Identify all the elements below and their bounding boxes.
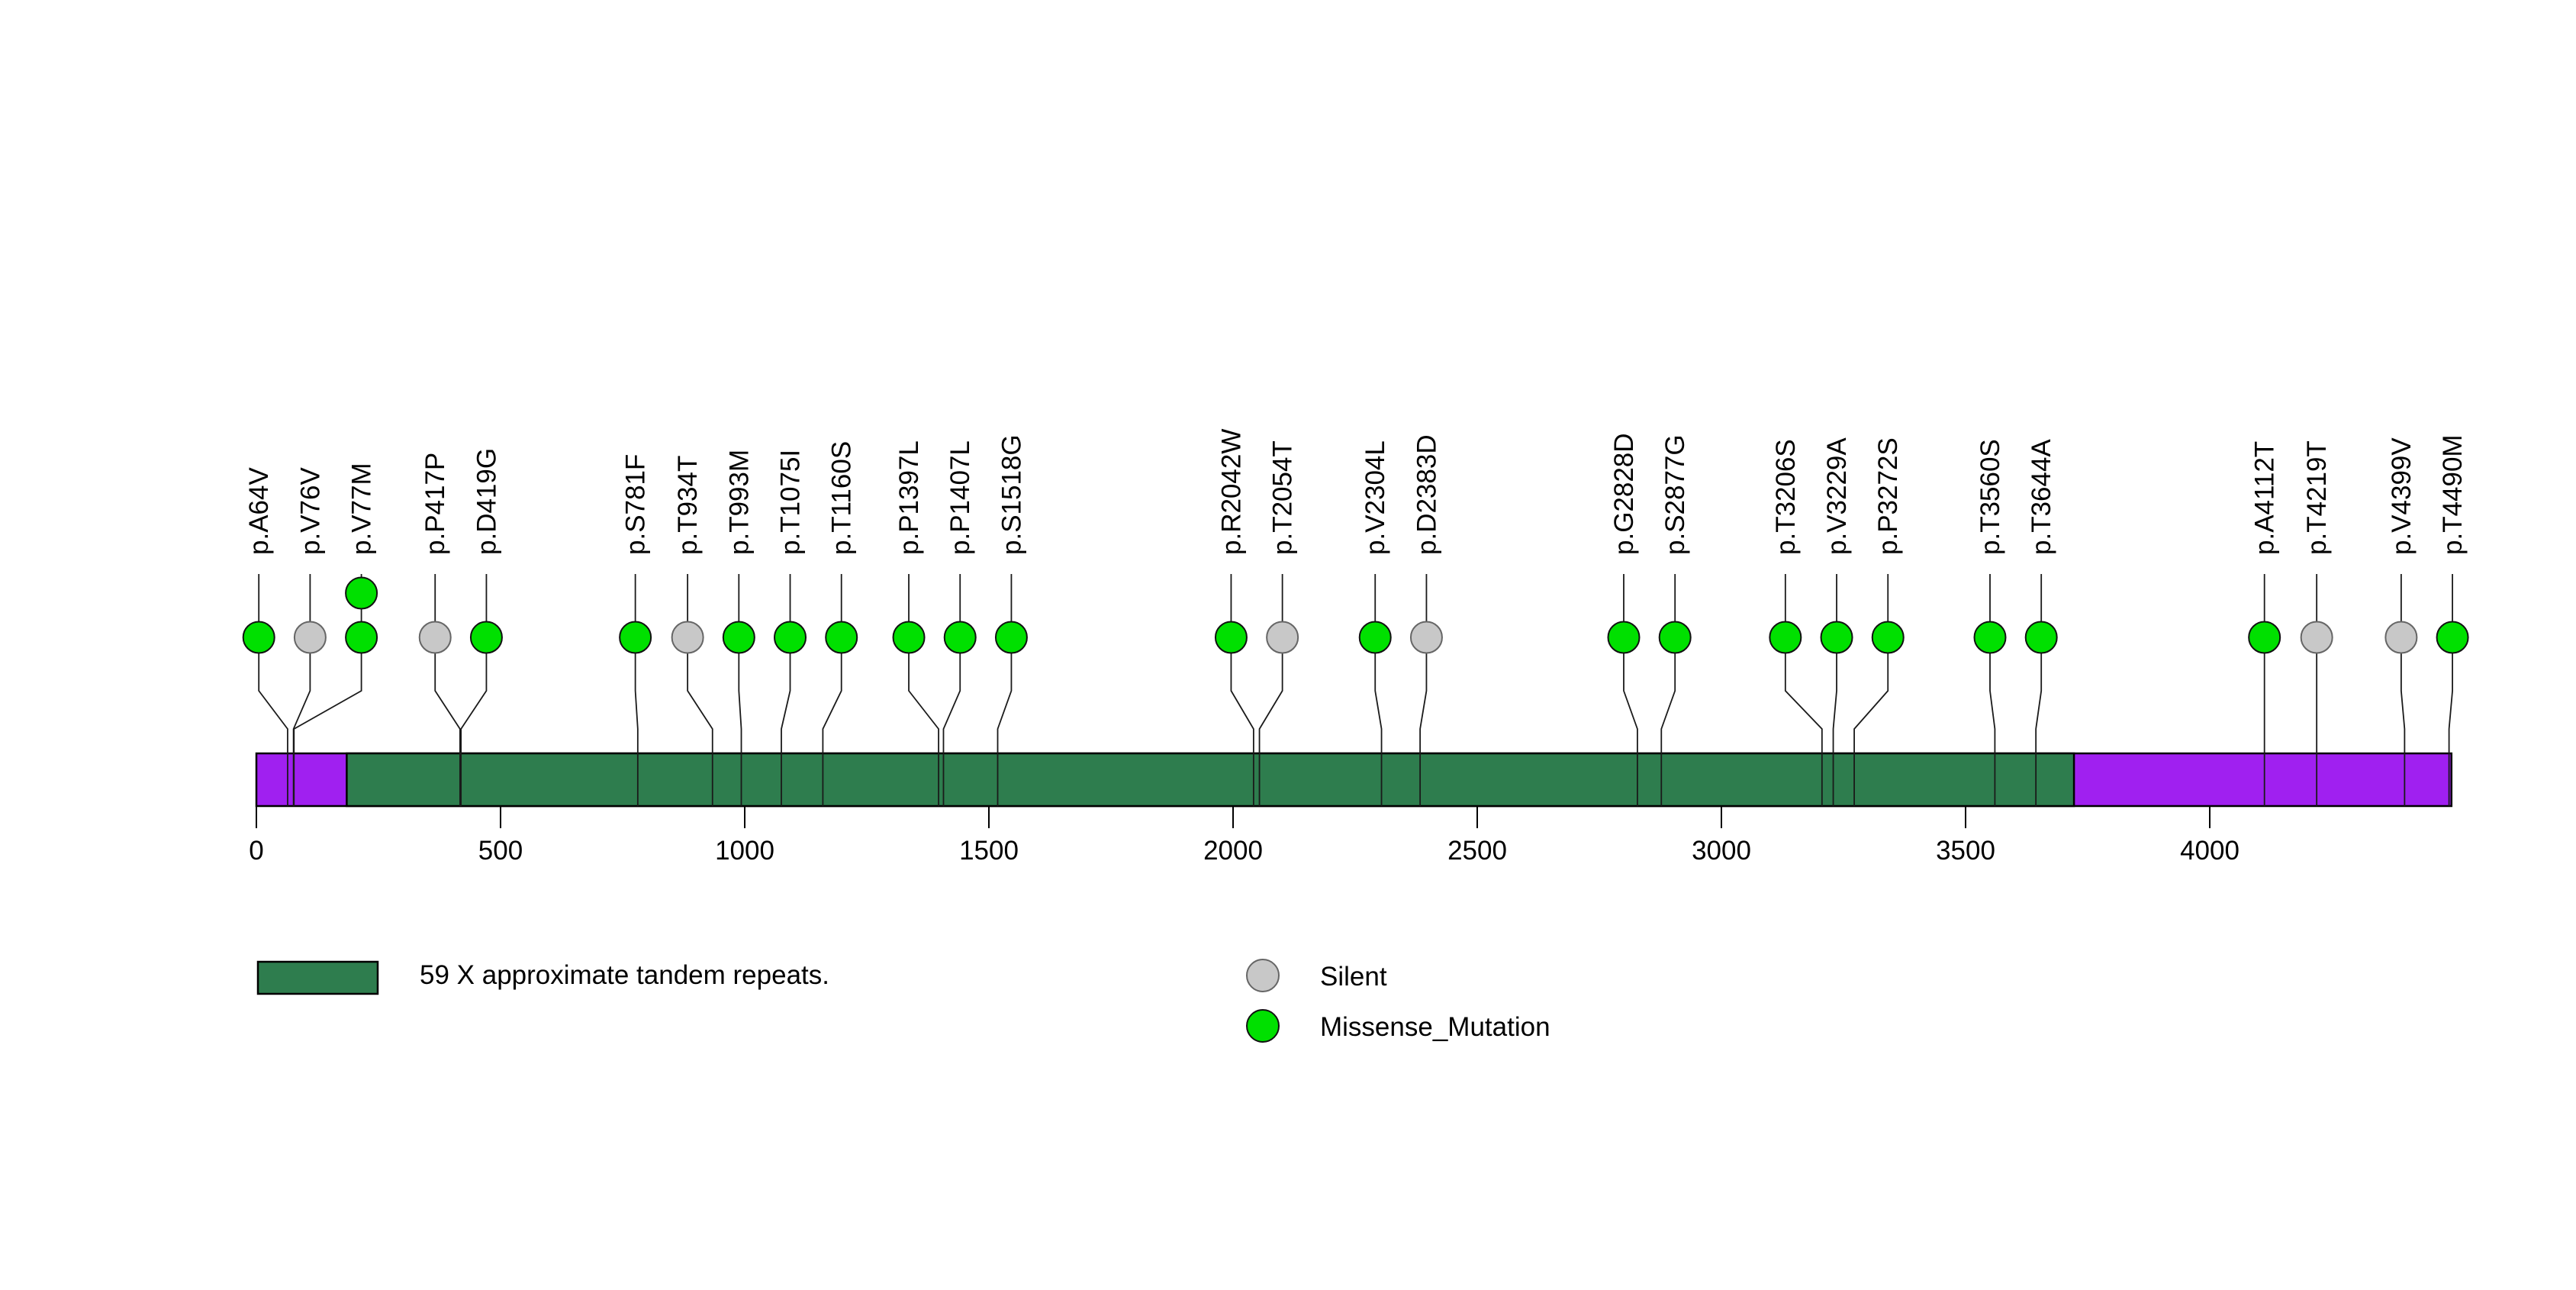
mutation-label: p.T934T	[673, 456, 703, 555]
mutation-circle	[1871, 621, 1905, 654]
mutation-circle	[892, 621, 926, 654]
axis-tick-label: 2500	[1447, 836, 1507, 866]
axis-tick-label: 500	[478, 836, 523, 866]
mutation-label: p.T3644A	[2027, 439, 2056, 555]
mutation-labels: p.A64V p.V76V p.V77M p.P417P p.D419G p.S781F p…	[244, 429, 2468, 555]
mutation-label: p.T1075I	[776, 450, 806, 555]
mutation-label: p.P3272S	[1873, 437, 1903, 555]
legend-missense-label: Missense_Mutation	[1320, 1012, 1550, 1042]
axis-tick-label: 1000	[715, 836, 774, 866]
protein-axis: 0 500 1000 1500 2000 2500 3000 3500 4000	[249, 807, 2240, 866]
mutation-label: p.V77M	[347, 463, 377, 555]
mutation-circle	[1409, 621, 1443, 654]
mutation-label: p.D2383D	[1412, 434, 1441, 555]
mutation-circle	[469, 621, 503, 654]
mutation-label: p.A64V	[244, 467, 274, 555]
mutation-circle	[722, 621, 755, 654]
mutation-circle	[619, 621, 652, 654]
mutation-label: p.V4399V	[2387, 437, 2417, 555]
mutation-circle	[1607, 621, 1641, 654]
mutation-label: p.V76V	[295, 467, 325, 555]
legend-silent-label: Silent	[1320, 962, 1387, 992]
mutation-circle	[2024, 621, 2058, 654]
protein-track	[255, 752, 2453, 808]
mutation-circle	[2248, 621, 2281, 654]
mutation-circle	[1658, 621, 1692, 654]
mutation-label: p.S1518G	[997, 434, 1026, 555]
axis-tick-label: 2000	[1203, 836, 1263, 866]
mutation-label: p.S2877G	[1660, 434, 1690, 555]
mutation-label: p.P1397L	[894, 440, 924, 555]
mutation-label: p.T1160S	[827, 441, 857, 555]
mutation-label: p.V2304L	[1360, 440, 1390, 555]
mutation-label: p.T2054T	[1268, 440, 1298, 555]
mutation-circle	[345, 621, 378, 654]
mutation-label: p.P417P	[420, 453, 450, 555]
mutation-circle	[2300, 621, 2333, 654]
mutation-circle	[943, 621, 977, 654]
mutation-circle	[2384, 621, 2418, 654]
axis-tick-label: 0	[249, 836, 263, 866]
lollipop-circles	[242, 576, 2469, 654]
legend-domain-swatch	[256, 960, 379, 995]
mutation-circle	[774, 621, 807, 654]
mutation-label: p.D419G	[472, 448, 501, 555]
axis-tick-label: 4000	[2180, 836, 2240, 866]
domain-region	[346, 752, 2075, 808]
mutation-label: p.G2828D	[1609, 433, 1639, 555]
mutation-label: p.V3229A	[1822, 437, 1852, 555]
mutation-label: p.T4490M	[2438, 434, 2468, 555]
mutation-circle	[1266, 621, 1299, 654]
mutation-circle	[242, 621, 275, 654]
axis-tick-label: 3000	[1692, 836, 1751, 866]
mutation-circle	[825, 621, 858, 654]
mutation-label: p.P1407L	[945, 440, 975, 555]
legend: 59 X approximate tandem repeats. Silent Mi…	[256, 959, 1550, 1043]
mutation-circle	[671, 621, 704, 654]
axis-tick-label: 3500	[1936, 836, 1995, 866]
mutation-label: p.S781F	[621, 454, 651, 555]
mutation-label: p.A4112T	[2250, 441, 2280, 555]
mutation-circle	[345, 576, 378, 610]
mutation-circle	[2436, 621, 2469, 654]
mutation-circle	[1214, 621, 1248, 654]
mutation-circle	[1769, 621, 1802, 654]
mutation-label: p.R2042W	[1216, 429, 1246, 555]
mutation-label: p.T993M	[724, 450, 754, 555]
legend-missense-swatch	[1246, 1009, 1280, 1043]
mutation-label: p.T3206S	[1771, 439, 1801, 555]
mutation-circle	[1973, 621, 2007, 654]
axis-tick-label: 1500	[959, 836, 1019, 866]
mutation-label: p.T4219T	[2302, 440, 2332, 555]
mutation-label: p.T3560S	[1975, 439, 2005, 555]
legend-silent-swatch	[1246, 959, 1280, 992]
mutation-circle	[1358, 621, 1392, 654]
legend-domain-label: 59 X approximate tandem repeats.	[420, 960, 829, 990]
mutation-circle	[293, 621, 327, 654]
mutation-circle	[1820, 621, 1853, 654]
mutation-circle	[418, 621, 452, 654]
mutation-circle	[994, 621, 1028, 654]
